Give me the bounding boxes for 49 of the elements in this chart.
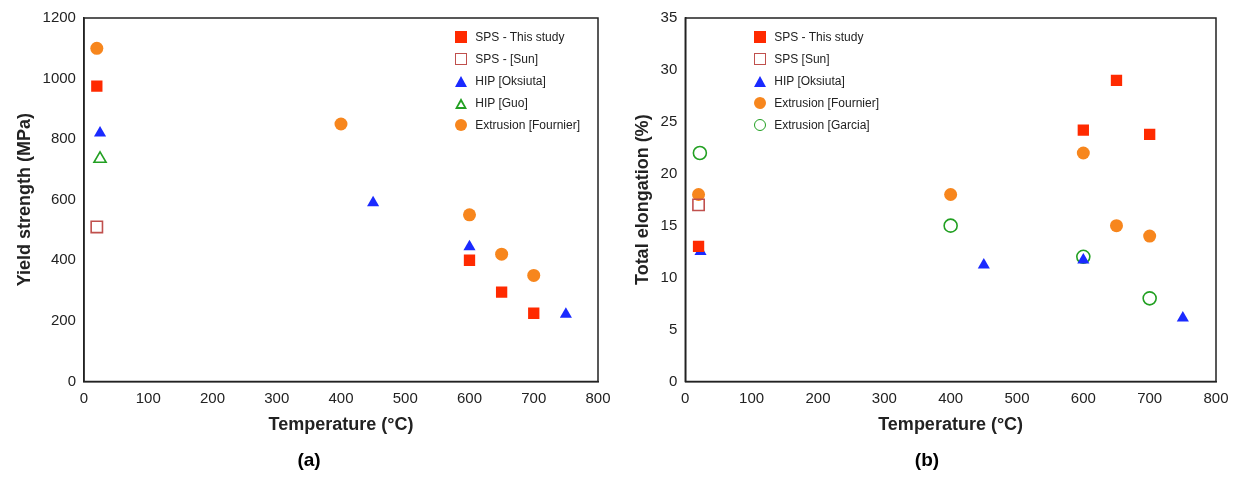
x-tick-label: 500 xyxy=(1004,388,1030,406)
y-tick-label: 0 xyxy=(67,371,76,389)
x-tick-label: 400 xyxy=(938,388,964,406)
y-tick-label: 800 xyxy=(50,129,76,147)
legend-label: SPS - This study xyxy=(774,30,864,44)
x-tick-label: 300 xyxy=(264,388,290,406)
y-tick-label: 600 xyxy=(50,189,76,207)
y-tick-label: 30 xyxy=(660,60,678,78)
y-tick-label: 20 xyxy=(660,163,678,181)
x-tick-label: 0 xyxy=(79,388,89,406)
x-tick-label: 500 xyxy=(392,388,418,406)
y-tick-label: 1000 xyxy=(42,68,76,86)
y-tick-label: 15 xyxy=(660,215,678,233)
y-tick-label: 25 xyxy=(660,111,678,129)
y-tick-label: 0 xyxy=(668,371,678,389)
x-tick-label: 600 xyxy=(456,388,483,406)
y-tick-label: 1200 xyxy=(42,8,76,26)
legend-label: HIP [Oksiuta] xyxy=(774,74,845,88)
legend-label: Extrusion [Garcia] xyxy=(774,118,870,132)
x-tick-label: 100 xyxy=(739,388,765,406)
x-axis-title: Temperature (°C) xyxy=(878,414,1024,435)
legend-label: HIP [Oksiuta] xyxy=(475,74,546,88)
y-tick-label: 400 xyxy=(50,250,76,268)
y-axis-title: Yield strength (MPa) xyxy=(13,113,34,287)
x-tick-label: 700 xyxy=(521,388,547,406)
legend-label: SPS [Sun] xyxy=(774,52,830,66)
x-tick-label: 200 xyxy=(805,388,831,406)
y-tick-label: 5 xyxy=(668,319,678,337)
x-tick-label: 800 xyxy=(585,388,611,406)
x-tick-label: 200 xyxy=(199,388,225,406)
text: (a) xyxy=(296,449,322,471)
x-axis-title: Temperature (°C) xyxy=(268,414,414,435)
x-tick-label: 300 xyxy=(871,388,897,406)
text: (b) xyxy=(913,449,941,471)
x-tick-label: 700 xyxy=(1137,388,1163,406)
legend-label: Extrusion [Fournier] xyxy=(774,96,879,110)
x-tick-label: 100 xyxy=(135,388,161,406)
legend-label: Extrusion [Fournier] xyxy=(475,118,580,132)
legend-label: HIP [Guo] xyxy=(475,96,528,110)
legend-label: SPS - This study xyxy=(475,30,565,44)
x-tick-label: 400 xyxy=(328,388,354,406)
y-tick-label: 200 xyxy=(50,310,76,328)
y-axis-title: Total elongation (%) xyxy=(631,114,652,286)
y-tick-label: 10 xyxy=(660,267,678,285)
x-tick-label: 600 xyxy=(1070,388,1096,406)
x-tick-label: 0 xyxy=(681,388,690,406)
y-tick-label: 35 xyxy=(660,8,678,26)
legend-label: SPS - [Sun] xyxy=(475,52,538,66)
x-tick-label: 800 xyxy=(1203,388,1229,406)
